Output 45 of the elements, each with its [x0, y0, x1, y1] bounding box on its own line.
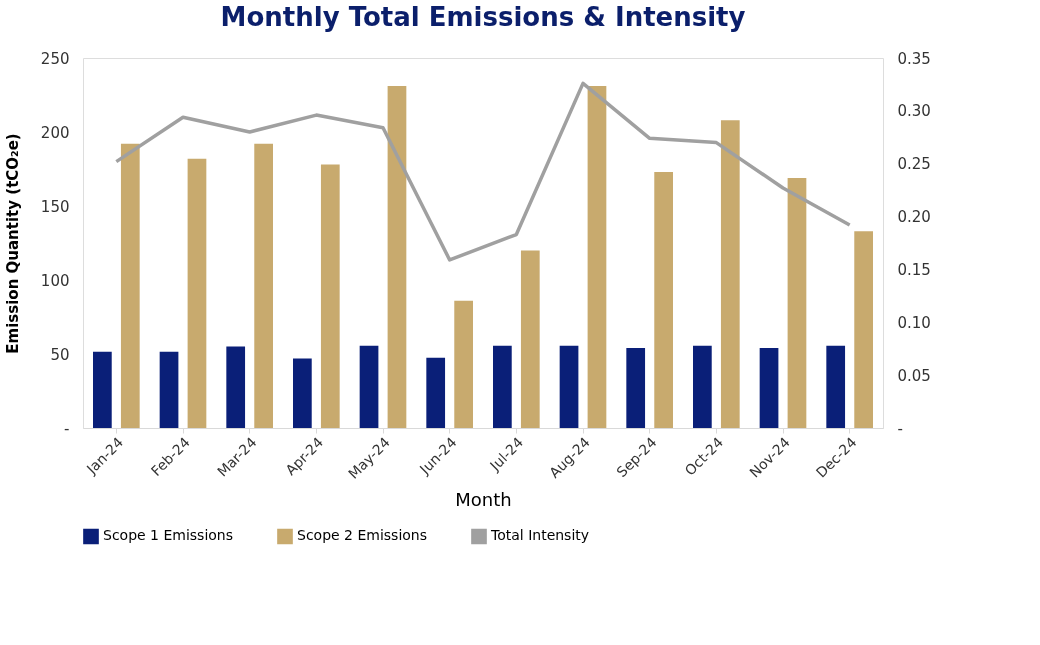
- y2-tick-label: 0.30: [897, 102, 931, 121]
- y2-tick-label: 0.35: [897, 49, 931, 68]
- bar: [320, 164, 340, 428]
- y-tick-label: 100: [40, 271, 70, 290]
- bar: [93, 351, 112, 428]
- bar: [626, 348, 646, 428]
- bar: [826, 345, 846, 428]
- legend-label: Scope 2 Emissions: [297, 527, 428, 544]
- y2-tick-label: 0.15: [897, 260, 931, 279]
- bar: [654, 171, 673, 428]
- y2-tick-label: 0.05: [897, 366, 931, 385]
- bar: [293, 358, 312, 428]
- bar: [559, 345, 579, 428]
- line-series: [114, 81, 852, 262]
- legend-label: Scope 1 Emissions: [103, 527, 234, 544]
- bar: [787, 177, 807, 428]
- bar: [120, 143, 140, 428]
- bar: [854, 231, 873, 428]
- bar: [159, 351, 179, 428]
- y-tick-label: -: [64, 419, 70, 438]
- bar: [254, 143, 273, 428]
- y2-tick-label: 0.10: [897, 313, 931, 332]
- y-tick-label: 200: [40, 123, 70, 142]
- y-tick-label: 250: [40, 49, 70, 68]
- bar: [454, 300, 473, 428]
- bar: [693, 345, 712, 428]
- y-tick-label: 150: [40, 197, 70, 216]
- bar: [520, 250, 540, 428]
- bar: [359, 345, 379, 428]
- y2-tick-label: -: [897, 419, 903, 438]
- y2-tick-label: 0.25: [897, 155, 931, 174]
- chart-title: Monthly Total Emissions & Intensity: [220, 2, 746, 32]
- bar: [187, 158, 207, 428]
- bar: [587, 86, 607, 428]
- bar: [493, 345, 512, 428]
- y2-tick-label: 0.20: [897, 208, 931, 227]
- x-axis-title: Month: [455, 488, 512, 510]
- bar: [720, 120, 740, 428]
- legend-label: Total Intensity: [490, 527, 590, 544]
- y-axis-title: Emission Quantity (tCO₂e): [3, 133, 22, 354]
- bar: [387, 86, 407, 428]
- bar: [759, 348, 779, 428]
- bar: [426, 357, 446, 428]
- y-tick-label: 50: [50, 345, 70, 364]
- bar: [226, 346, 246, 428]
